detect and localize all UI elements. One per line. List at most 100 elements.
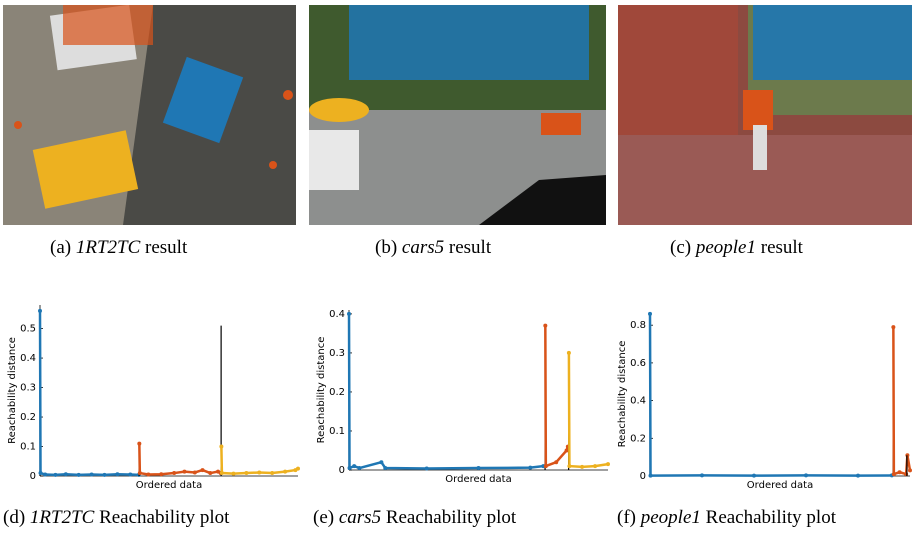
caption: (a) 1RT2TC result xyxy=(50,234,187,261)
point xyxy=(208,471,213,476)
caption-text: Reachability plot xyxy=(385,507,517,528)
point xyxy=(219,471,224,476)
y-tick-label: 0 xyxy=(30,471,36,482)
y-tick-label: 0 xyxy=(640,471,646,482)
point xyxy=(172,471,177,476)
point xyxy=(270,471,275,476)
y-tick-label: 0.8 xyxy=(630,320,646,331)
series-line xyxy=(138,443,222,476)
point xyxy=(543,323,548,328)
caption-label: (a) xyxy=(50,237,72,258)
y-axis-label: Reachability distance xyxy=(7,337,18,444)
y-tick-label: 0.4 xyxy=(630,396,646,407)
point xyxy=(244,471,249,476)
series-line xyxy=(567,352,609,469)
point xyxy=(567,464,572,469)
point xyxy=(476,466,481,471)
point xyxy=(804,473,808,478)
caption: (b) cars5 result xyxy=(375,234,491,261)
photo xyxy=(3,5,296,225)
point xyxy=(89,472,94,477)
point xyxy=(606,462,610,467)
y-tick-label: 0.1 xyxy=(20,442,36,453)
y-tick-label: 0.3 xyxy=(20,383,36,394)
point xyxy=(700,473,704,478)
series-line xyxy=(648,313,892,477)
caption-label: (f) xyxy=(617,507,636,528)
point xyxy=(192,470,197,475)
point xyxy=(137,471,142,476)
caption-text: Reachability plot xyxy=(705,507,836,528)
caption-label: (b) xyxy=(375,237,398,258)
caption-text: result xyxy=(145,237,188,258)
caption-name: cars5 xyxy=(401,237,445,258)
x-axis-label: Ordered data xyxy=(747,480,813,491)
y-tick-label: 0.2 xyxy=(20,412,36,423)
point xyxy=(296,466,300,471)
point xyxy=(856,473,860,478)
series-line xyxy=(38,310,139,477)
point xyxy=(648,473,653,478)
point xyxy=(159,472,164,477)
y-tick-label: 0.2 xyxy=(329,387,345,398)
point xyxy=(231,471,236,476)
point xyxy=(908,468,912,473)
point xyxy=(593,464,598,469)
point xyxy=(76,472,81,477)
y-tick-label: 0.4 xyxy=(329,309,345,320)
caption-name: people1 xyxy=(695,237,756,258)
photo xyxy=(309,5,606,225)
series-line xyxy=(892,327,912,476)
x-axis-label: Ordered data xyxy=(445,474,511,485)
point xyxy=(897,470,902,475)
caption-text: result xyxy=(760,237,803,258)
point xyxy=(347,311,351,316)
point xyxy=(424,466,429,471)
series-line xyxy=(544,325,570,468)
point xyxy=(200,468,205,473)
point xyxy=(891,325,896,330)
point xyxy=(38,308,42,313)
point xyxy=(566,350,571,355)
caption-text: Reachability plot xyxy=(99,507,230,528)
point xyxy=(128,472,133,477)
y-tick-label: 0 xyxy=(339,465,345,476)
y-tick-label: 0.2 xyxy=(630,433,646,444)
y-tick-label: 0.6 xyxy=(630,358,646,369)
caption-name: 1RT2TC xyxy=(75,237,141,258)
caption-label: (e) xyxy=(313,507,335,528)
caption-text: result xyxy=(448,237,492,258)
point xyxy=(379,460,384,465)
point xyxy=(137,441,142,446)
point xyxy=(383,466,388,471)
y-tick-label: 0.4 xyxy=(20,353,36,364)
point xyxy=(752,473,756,478)
point xyxy=(219,444,224,449)
caption-label: (d) xyxy=(3,507,26,528)
point xyxy=(904,472,909,477)
y-tick-label: 0.3 xyxy=(329,348,345,359)
photo xyxy=(618,5,912,225)
point xyxy=(146,472,151,477)
point xyxy=(102,472,107,477)
point xyxy=(554,460,559,465)
series-line xyxy=(220,446,299,475)
point xyxy=(580,464,585,469)
y-axis-label: Reachability distance xyxy=(316,337,327,444)
point xyxy=(648,311,652,316)
caption-name: people1 xyxy=(640,507,701,528)
caption-label: (c) xyxy=(670,237,692,258)
caption: (e) cars5 Reachability plot xyxy=(313,504,609,531)
point xyxy=(257,470,262,475)
point xyxy=(38,471,43,476)
y-tick-label: 0.1 xyxy=(329,426,345,437)
point xyxy=(283,469,288,474)
point xyxy=(53,472,58,477)
point xyxy=(352,464,357,469)
y-axis-label: Reachability distance xyxy=(617,341,628,448)
caption: (d) 1RT2TC Reachability plot xyxy=(3,504,299,531)
caption-name: 1RT2TC xyxy=(29,507,95,528)
point xyxy=(182,469,187,474)
